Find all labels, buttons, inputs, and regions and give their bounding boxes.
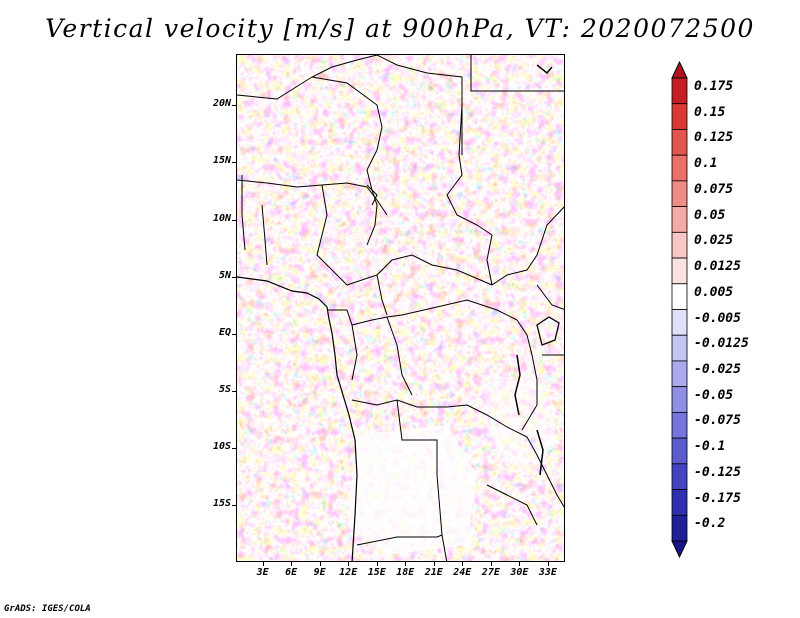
colorbar-segment [671,334,688,362]
colorbar-segment [671,257,688,285]
lat-tick [232,105,236,107]
lat-tick [232,276,236,278]
calm-region [347,425,477,555]
colorbar-segment [671,231,688,259]
lon-tick-label: 30E [510,567,529,578]
lon-tick-label: 21E [424,567,443,578]
colorbar-label: -0.2 [694,516,726,532]
lat-tick-label: 15S [212,497,231,509]
lon-tick-label: 12E [339,567,358,578]
colorbar-min-arrow [671,540,688,559]
lat-tick-label: 15N [212,155,231,167]
colorbar-label: -0.175 [694,490,741,506]
colorbar-segment [671,283,688,310]
lon-tick-label: 3E [256,567,269,578]
lon-tick-label: 33E [538,567,557,578]
lat-tick-label: 10S [212,440,231,452]
lon-tick [291,562,293,566]
colorbar-segment [671,437,688,465]
lat-tick [232,447,236,449]
lon-tick [262,562,264,566]
colorbar-segment [671,154,688,182]
footer-credit: GrADS: IGES/COLA [4,604,91,614]
lat-tick-label: 5S [218,383,231,395]
colorbar-label: 0.025 [694,233,734,249]
colorbar-segment [671,103,688,130]
colorbar-label: 0.05 [694,207,726,223]
colorbar-label: 0.175 [694,79,734,94]
lon-tick [348,562,350,566]
colorbar-label: -0.125 [694,464,741,480]
lat-tick [232,162,236,164]
colorbar-segment [671,489,688,516]
lat-tick-label: 5N [218,269,231,281]
colorbar-label: -0.0125 [694,336,749,352]
nile-delta [536,64,553,75]
lake-malawi [536,429,544,476]
colorbar-segment [671,180,688,208]
lon-tick [433,562,435,566]
colorbar-label: 0.075 [694,181,734,197]
map-title: Vertical velocity [m/s] at 900hPa, VT: 2… [45,14,755,43]
lon-tick [462,562,464,566]
lat-tick-label: 20N [212,98,231,110]
lat-tick [232,504,236,506]
colorbar-max-arrow [671,60,688,79]
map-canvas [237,55,564,561]
colorbar-label: 0.15 [694,104,726,120]
lat-tick [232,333,236,335]
lake-victoria [536,316,560,346]
lake-chad [366,184,378,206]
vertical-velocity-map [236,54,565,562]
lon-tick [490,562,492,566]
lon-tick [547,562,549,566]
colorbar-segment [671,386,688,413]
lon-tick [405,562,407,566]
colorbar-segment [671,206,688,233]
colorbar-label: -0.075 [694,413,741,429]
lon-tick [319,562,321,566]
colorbar-label: -0.025 [694,361,741,377]
lake-tanganyika [514,354,521,416]
lon-tick-label: 24E [453,567,472,578]
colorbar-label: 0.005 [694,284,734,300]
colorbar-segment [671,77,688,105]
lon-tick-label: 18E [396,567,415,578]
lat-tick [232,219,236,221]
lon-tick-label: 27E [481,567,500,578]
lon-tick-label: 6E [285,567,298,578]
lon-tick [519,562,521,566]
colorbar-segment [671,411,688,439]
colorbar-label: -0.05 [694,387,734,403]
lat-tick-label: 10N [212,212,231,224]
lat-tick-label: EQ [218,326,231,338]
colorbar-segment [671,129,688,156]
calm-region-east [482,375,557,475]
lat-tick [232,390,236,392]
lon-tick-label: 15E [367,567,386,578]
country-borders [237,55,564,561]
colorbar-label: 0.1 [694,156,718,172]
colorbar-segment [671,360,688,388]
colorbar-label: -0.1 [694,439,726,455]
colorbar-label: 0.0125 [694,259,741,275]
colorbar-segment [671,463,688,490]
lon-tick-label: 9E [313,567,326,578]
colorbar-label: 0.125 [694,130,734,146]
colorbar-segment [671,309,688,336]
coastline [237,276,358,561]
colorbar-label: -0.005 [694,310,741,326]
lon-tick [376,562,378,566]
colorbar-segment [671,514,688,542]
